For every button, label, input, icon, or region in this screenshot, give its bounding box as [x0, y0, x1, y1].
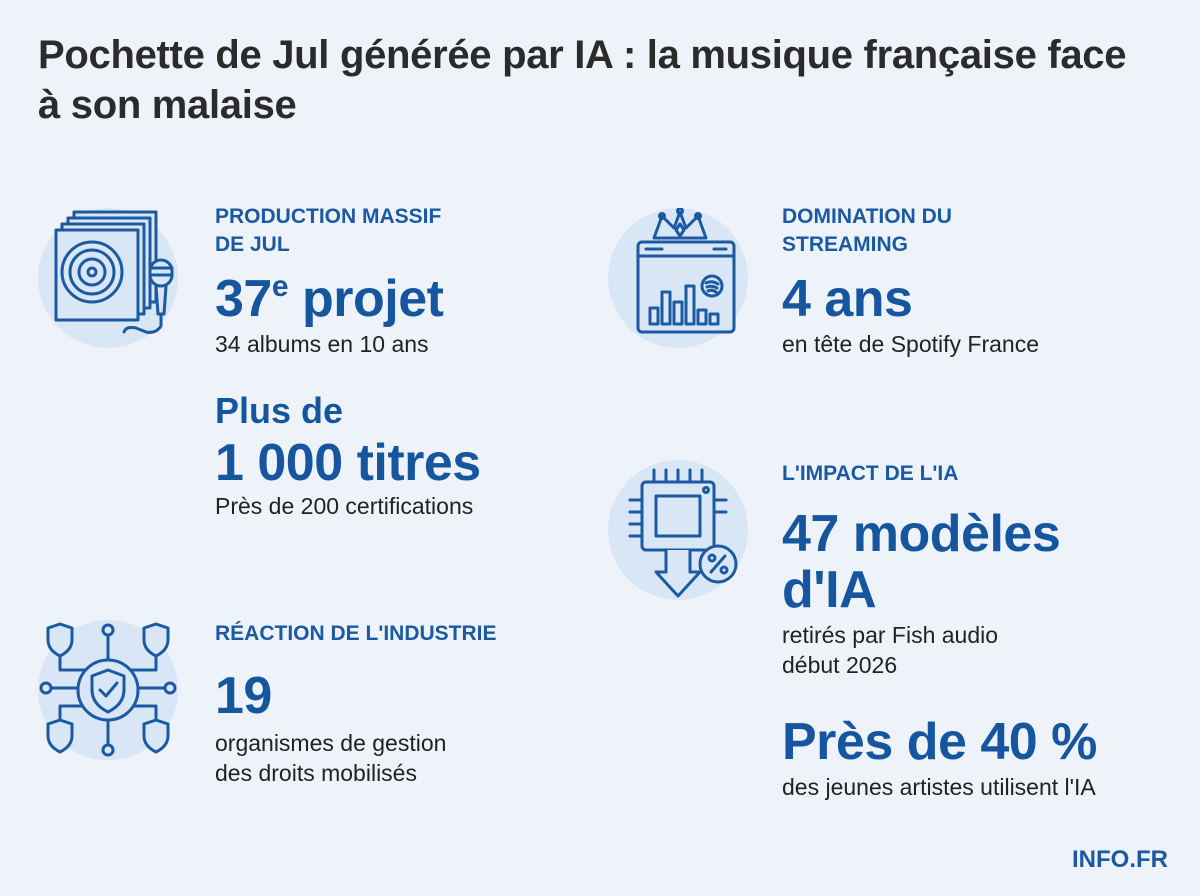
industrie-heading: RÉACTION DE L'INDUSTRIE	[215, 622, 497, 645]
organisms-count-stat: 19	[215, 667, 272, 725]
titles-prefix: Plus de	[215, 390, 344, 431]
spotify-description: en tête de Spotify France	[782, 331, 1039, 357]
industrie-section: RÉACTION DE L'INDUSTRIE 19 organismes de…	[215, 620, 595, 788]
ia-section: L'IMPACT DE L'IA 47 modèles d'IA retirés…	[782, 460, 1182, 802]
organisms-line2: des droits mobilisés	[215, 760, 417, 786]
project-count-sup: e	[271, 270, 289, 303]
production-section: PRODUCTION MASSIF DE JUL 37e projet 34 a…	[215, 203, 595, 521]
vinyl-records-microphone-icon	[38, 208, 178, 348]
ia-heading: L'IMPACT DE L'IA	[782, 462, 959, 485]
project-count-stat: 37e projet	[215, 271, 595, 327]
albums-description: 34 albums en 10 ans	[215, 331, 429, 357]
project-count-number: 37	[215, 270, 272, 328]
titles-count-stat: 1 000 titres	[215, 434, 481, 492]
ai-models-line2: d'IA	[782, 561, 877, 619]
streaming-heading-line1: DOMINATION DU	[782, 205, 952, 228]
production-heading-line2: DE JUL	[215, 233, 290, 256]
young-artists-description: des jeunes artistes utilisent l'IA	[782, 774, 1096, 800]
production-heading: PRODUCTION MASSIF DE JUL	[215, 203, 595, 259]
brand-logo: INFO.FR	[1072, 846, 1168, 873]
streaming-heading: DOMINATION DU STREAMING	[782, 203, 1162, 259]
ai-models-stat: 47 modèles d'IA	[782, 506, 1182, 618]
shield-network-icon	[38, 620, 178, 760]
page-title: Pochette de Jul générée par IA : la musi…	[38, 33, 1127, 127]
ai-models-line1: 47 modèles	[782, 505, 1061, 563]
organisms-description: organismes de gestion des droits mobilis…	[215, 728, 595, 788]
streaming-years-stat: 4 ans	[782, 270, 913, 328]
organisms-line1: organismes de gestion	[215, 730, 447, 756]
fish-audio-description: retirés par Fish audio début 2026	[782, 620, 1182, 680]
crown-streaming-chart-icon	[608, 208, 748, 348]
fish-audio-line1: retirés par Fish audio	[782, 622, 999, 648]
ai-chip-down-arrow-icon	[608, 460, 748, 600]
certifications-description: Près de 200 certifications	[215, 493, 474, 519]
project-count-word: projet	[288, 270, 444, 328]
streaming-section: DOMINATION DU STREAMING 4 ans en tête de…	[782, 203, 1162, 359]
fish-audio-line2: début 2026	[782, 652, 898, 678]
production-heading-line1: PRODUCTION MASSIF	[215, 205, 442, 228]
young-artists-stat: Près de 40 %	[782, 713, 1097, 771]
streaming-heading-line2: STREAMING	[782, 233, 908, 256]
